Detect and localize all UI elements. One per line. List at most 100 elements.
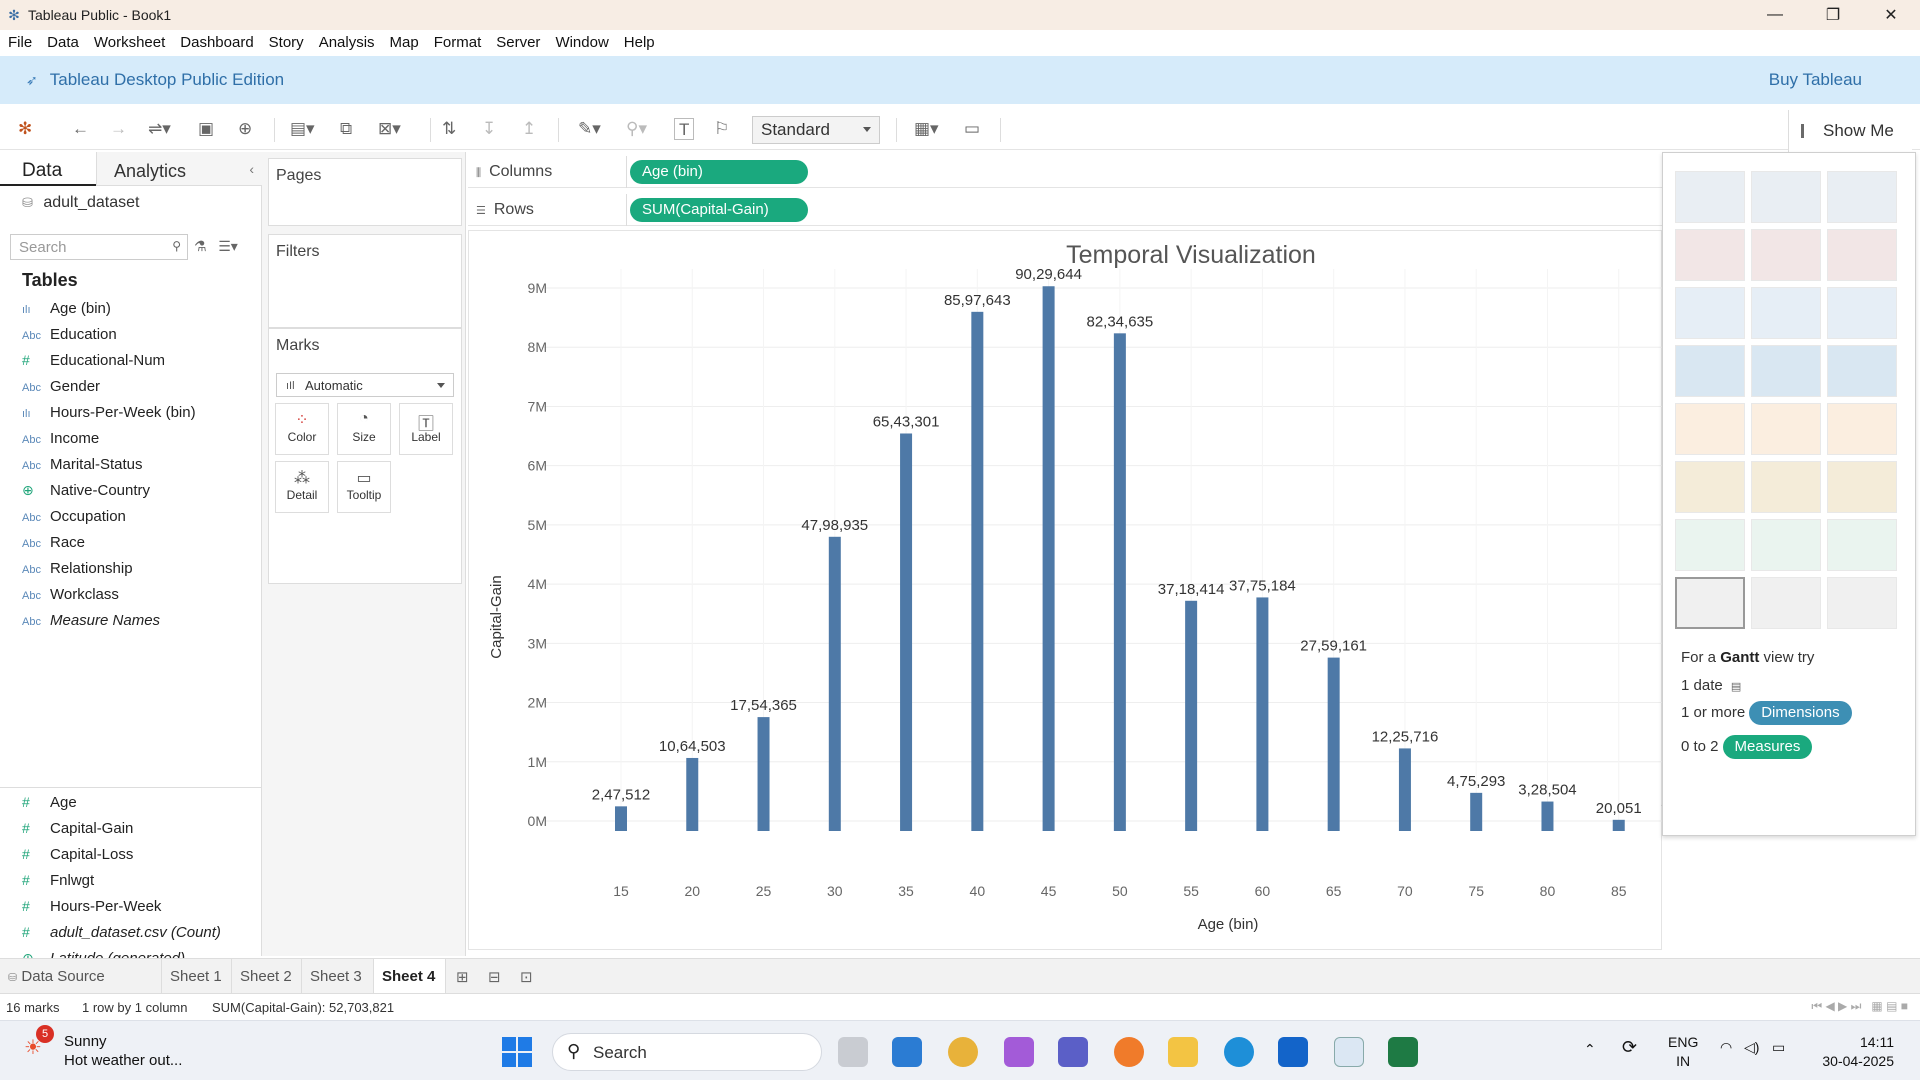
tab-sheet-1[interactable]: Sheet 1 — [162, 959, 232, 993]
bar-age-30[interactable] — [828, 536, 841, 831]
show-me-button[interactable]: Show Me — [1788, 110, 1912, 152]
app-icon[interactable] — [1114, 1037, 1144, 1067]
highlight-icon[interactable]: ✎▾ — [578, 119, 601, 138]
bar-age-65[interactable] — [1327, 657, 1340, 831]
field-dim-10[interactable]: Abc Relationship — [22, 560, 133, 582]
chrome-icon[interactable] — [948, 1037, 978, 1067]
show-me-thumb-6-2[interactable] — [1827, 519, 1897, 571]
bar-age-55[interactable] — [1185, 600, 1198, 831]
vscode-icon[interactable] — [892, 1037, 922, 1067]
new-worksheet-tab-icon[interactable]: ⊞ — [456, 969, 469, 986]
bar-age-60[interactable] — [1256, 597, 1269, 831]
duplicate-sheet-icon[interactable]: ⧉ — [340, 119, 353, 138]
show-me-thumb-6-1[interactable] — [1751, 519, 1821, 571]
mark-type-select[interactable]: ıIl Automatic — [276, 373, 454, 397]
capital-gain-pill[interactable]: SUM(Capital-Gain) — [630, 198, 808, 222]
chevron-up-icon[interactable]: ⌃ — [1584, 1041, 1596, 1057]
filters-card[interactable]: Filters — [268, 234, 462, 328]
bar-age-80[interactable] — [1541, 801, 1554, 831]
show-labels-icon[interactable]: T — [674, 118, 695, 140]
fit-select[interactable]: Standard — [752, 116, 880, 144]
size-button[interactable]: ◔ Size — [337, 403, 391, 455]
bar-age-50[interactable] — [1113, 333, 1126, 831]
volume-icon[interactable]: ◁) — [1744, 1039, 1760, 1055]
field-dim-5[interactable]: Abc Income — [22, 430, 99, 452]
buy-tableau-link[interactable]: Buy Tableau — [1768, 70, 1862, 89]
show-me-thumb-4-1[interactable] — [1751, 403, 1821, 455]
undo-icon[interactable]: ← — [72, 119, 89, 138]
menu-map[interactable]: Map — [389, 33, 419, 51]
excel-icon[interactable] — [1388, 1037, 1418, 1067]
show-me-thumb-4-0[interactable] — [1675, 403, 1745, 455]
field-dim-4[interactable]: ılı Hours-Per-Week (bin) — [22, 404, 196, 426]
show-me-thumb-3-2[interactable] — [1827, 345, 1897, 397]
field-meas-1[interactable]: # Capital-Gain — [22, 820, 133, 842]
color-button[interactable]: ⁘ Color — [275, 403, 329, 455]
tab-analytics[interactable]: Analytics ‹ — [96, 152, 262, 186]
menu-worksheet[interactable]: Worksheet — [93, 33, 166, 51]
show-me-thumb-5-1[interactable] — [1751, 461, 1821, 513]
redo-icon[interactable]: → — [110, 119, 127, 138]
label-button[interactable]: 🅃 Label — [399, 403, 453, 455]
replay-icon[interactable]: ⇌▾ — [148, 119, 171, 138]
menu-story[interactable]: Story — [268, 33, 304, 51]
show-me-thumb-0-0[interactable] — [1675, 171, 1745, 223]
wifi-icon[interactable]: ◠ — [1720, 1039, 1733, 1055]
tableau-taskbar-icon[interactable] — [1334, 1037, 1364, 1067]
show-me-thumb-7-0[interactable] — [1675, 577, 1745, 629]
field-dim-0[interactable]: ılı Age (bin) — [22, 300, 111, 322]
bar-age-75[interactable] — [1470, 792, 1483, 831]
detail-button[interactable]: ⁂ Detail — [275, 461, 329, 513]
field-dim-11[interactable]: Abc Workclass — [22, 586, 119, 608]
sheet-navigation[interactable]: ⏮ ◀ ▶ ⏭ ▦ ▤ ■ — [1811, 999, 1908, 1013]
bar-age-85[interactable] — [1612, 819, 1625, 831]
show-me-thumb-1-0[interactable] — [1675, 229, 1745, 281]
store-icon[interactable] — [1278, 1037, 1308, 1067]
show-me-thumb-2-2[interactable] — [1827, 287, 1897, 339]
show-me-thumb-3-0[interactable] — [1675, 345, 1745, 397]
taskbar-search[interactable]: ⚲ Search — [552, 1033, 822, 1071]
bar-age-70[interactable] — [1398, 748, 1411, 831]
datasource-row[interactable]: ⛁ adult_dataset — [22, 194, 139, 212]
collapse-icon[interactable]: ‹ — [249, 161, 254, 177]
field-meas-4[interactable]: # Hours-Per-Week — [22, 898, 161, 920]
group-icon[interactable]: ⚲▾ — [626, 119, 647, 138]
bar-age-20[interactable] — [686, 757, 699, 831]
age-bin-pill[interactable]: Age (bin) — [630, 160, 808, 184]
minimize-button[interactable]: — — [1767, 6, 1783, 23]
show-me-thumb-2-1[interactable] — [1751, 287, 1821, 339]
bar-age-15[interactable] — [615, 806, 627, 831]
restore-button[interactable]: ❐ — [1825, 7, 1841, 24]
show-me-thumb-1-2[interactable] — [1827, 229, 1897, 281]
field-meas-2[interactable]: # Capital-Loss — [22, 846, 133, 868]
field-dim-9[interactable]: Abc Race — [22, 534, 85, 556]
view-options-icon[interactable]: ☰▾ — [218, 238, 238, 254]
show-me-thumb-1-1[interactable] — [1751, 229, 1821, 281]
save-icon[interactable]: ▣ — [198, 119, 215, 138]
menu-analysis[interactable]: Analysis — [318, 33, 375, 51]
battery-icon[interactable]: ▭ — [1772, 1039, 1786, 1055]
edge-icon[interactable] — [1224, 1037, 1254, 1067]
show-me-thumb-0-1[interactable] — [1751, 171, 1821, 223]
show-me-thumb-7-1[interactable] — [1751, 577, 1821, 629]
rows-shelf[interactable]: ☰ Rows SUM(Capital-Gain) — [468, 194, 1662, 226]
sync-icon[interactable]: ⟳ — [1622, 1037, 1638, 1057]
show-me-thumb-2-0[interactable] — [1675, 287, 1745, 339]
bar-age-45[interactable] — [1042, 286, 1055, 832]
show-me-thumb-5-2[interactable] — [1827, 461, 1897, 513]
show-me-thumb-3-1[interactable] — [1751, 345, 1821, 397]
presentation-icon[interactable]: ▭ — [964, 119, 981, 138]
bar-age-40[interactable] — [971, 311, 984, 831]
clock[interactable]: 14:11 30-04-2025 — [1822, 1033, 1894, 1071]
field-search-input[interactable]: Search ⚲ — [10, 234, 188, 260]
filter-icon[interactable]: ⚗ — [194, 238, 207, 254]
tab-sheet-2[interactable]: Sheet 2 — [232, 959, 302, 993]
new-worksheet-icon[interactable]: ▤▾ — [290, 119, 315, 138]
columns-shelf[interactable]: ⫼ Columns Age (bin) — [468, 156, 1662, 188]
file-explorer-icon[interactable] — [1168, 1037, 1198, 1067]
menu-server[interactable]: Server — [496, 33, 541, 51]
fix-axes-icon[interactable]: ⚐ — [714, 119, 730, 138]
field-dim-1[interactable]: Abc Education — [22, 326, 117, 348]
task-view-icon[interactable] — [838, 1037, 868, 1067]
viz-area[interactable]: Temporal Visualization Capital-Gain Age … — [468, 230, 1719, 950]
